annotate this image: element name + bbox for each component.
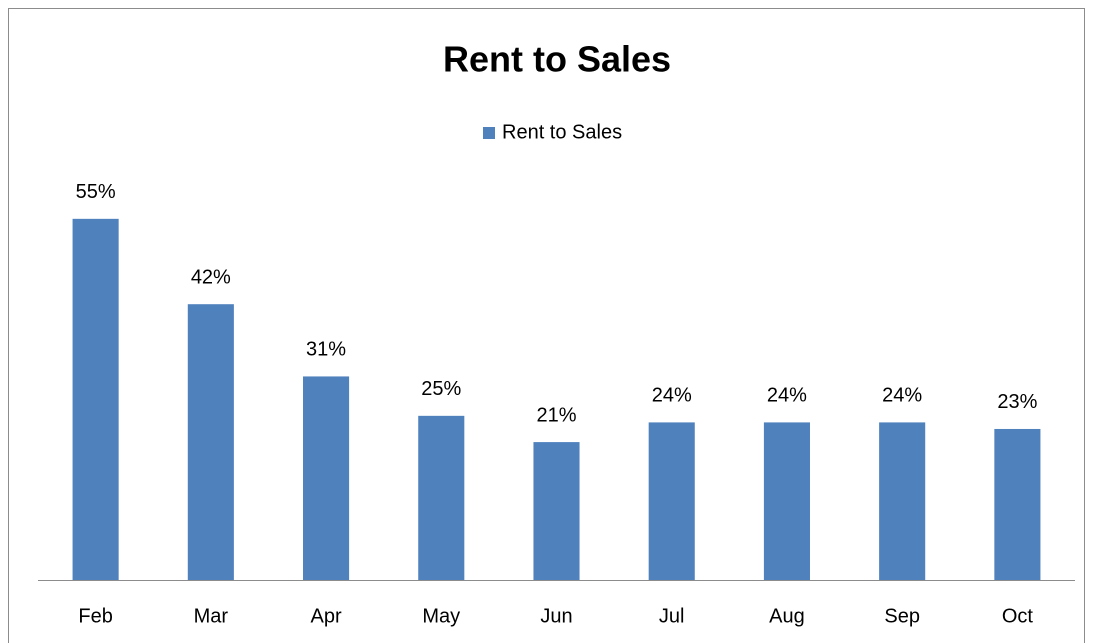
chart-title: Rent to Sales xyxy=(443,39,671,80)
legend-label: Rent to Sales xyxy=(502,121,622,143)
bar xyxy=(533,442,580,580)
x-tick-label: Oct xyxy=(1002,605,1034,627)
x-tick-label: May xyxy=(422,605,460,627)
bar xyxy=(418,415,465,580)
data-label: 24% xyxy=(767,385,807,407)
data-label: 31% xyxy=(306,339,346,361)
data-label: 42% xyxy=(191,266,231,288)
bar xyxy=(187,304,234,580)
data-label: 24% xyxy=(882,385,922,407)
bar xyxy=(72,218,119,581)
bar xyxy=(763,422,810,580)
data-label: 23% xyxy=(997,391,1037,413)
data-label: 21% xyxy=(536,404,576,426)
bar xyxy=(994,428,1041,580)
x-tick-label: Mar xyxy=(194,605,229,627)
x-tick-label: Aug xyxy=(769,605,805,627)
x-tick-label: Jun xyxy=(540,605,572,627)
data-label: 55% xyxy=(76,181,116,203)
data-label: 24% xyxy=(652,385,692,407)
data-label: 25% xyxy=(421,378,461,400)
x-tick-label: Feb xyxy=(78,605,112,627)
x-tick-label: Jul xyxy=(659,605,685,627)
x-tick-label: Sep xyxy=(884,605,920,627)
bar xyxy=(879,422,926,580)
x-tick-label: Apr xyxy=(310,605,341,627)
bar xyxy=(648,422,695,580)
bar xyxy=(303,376,350,580)
legend-swatch xyxy=(483,127,495,139)
